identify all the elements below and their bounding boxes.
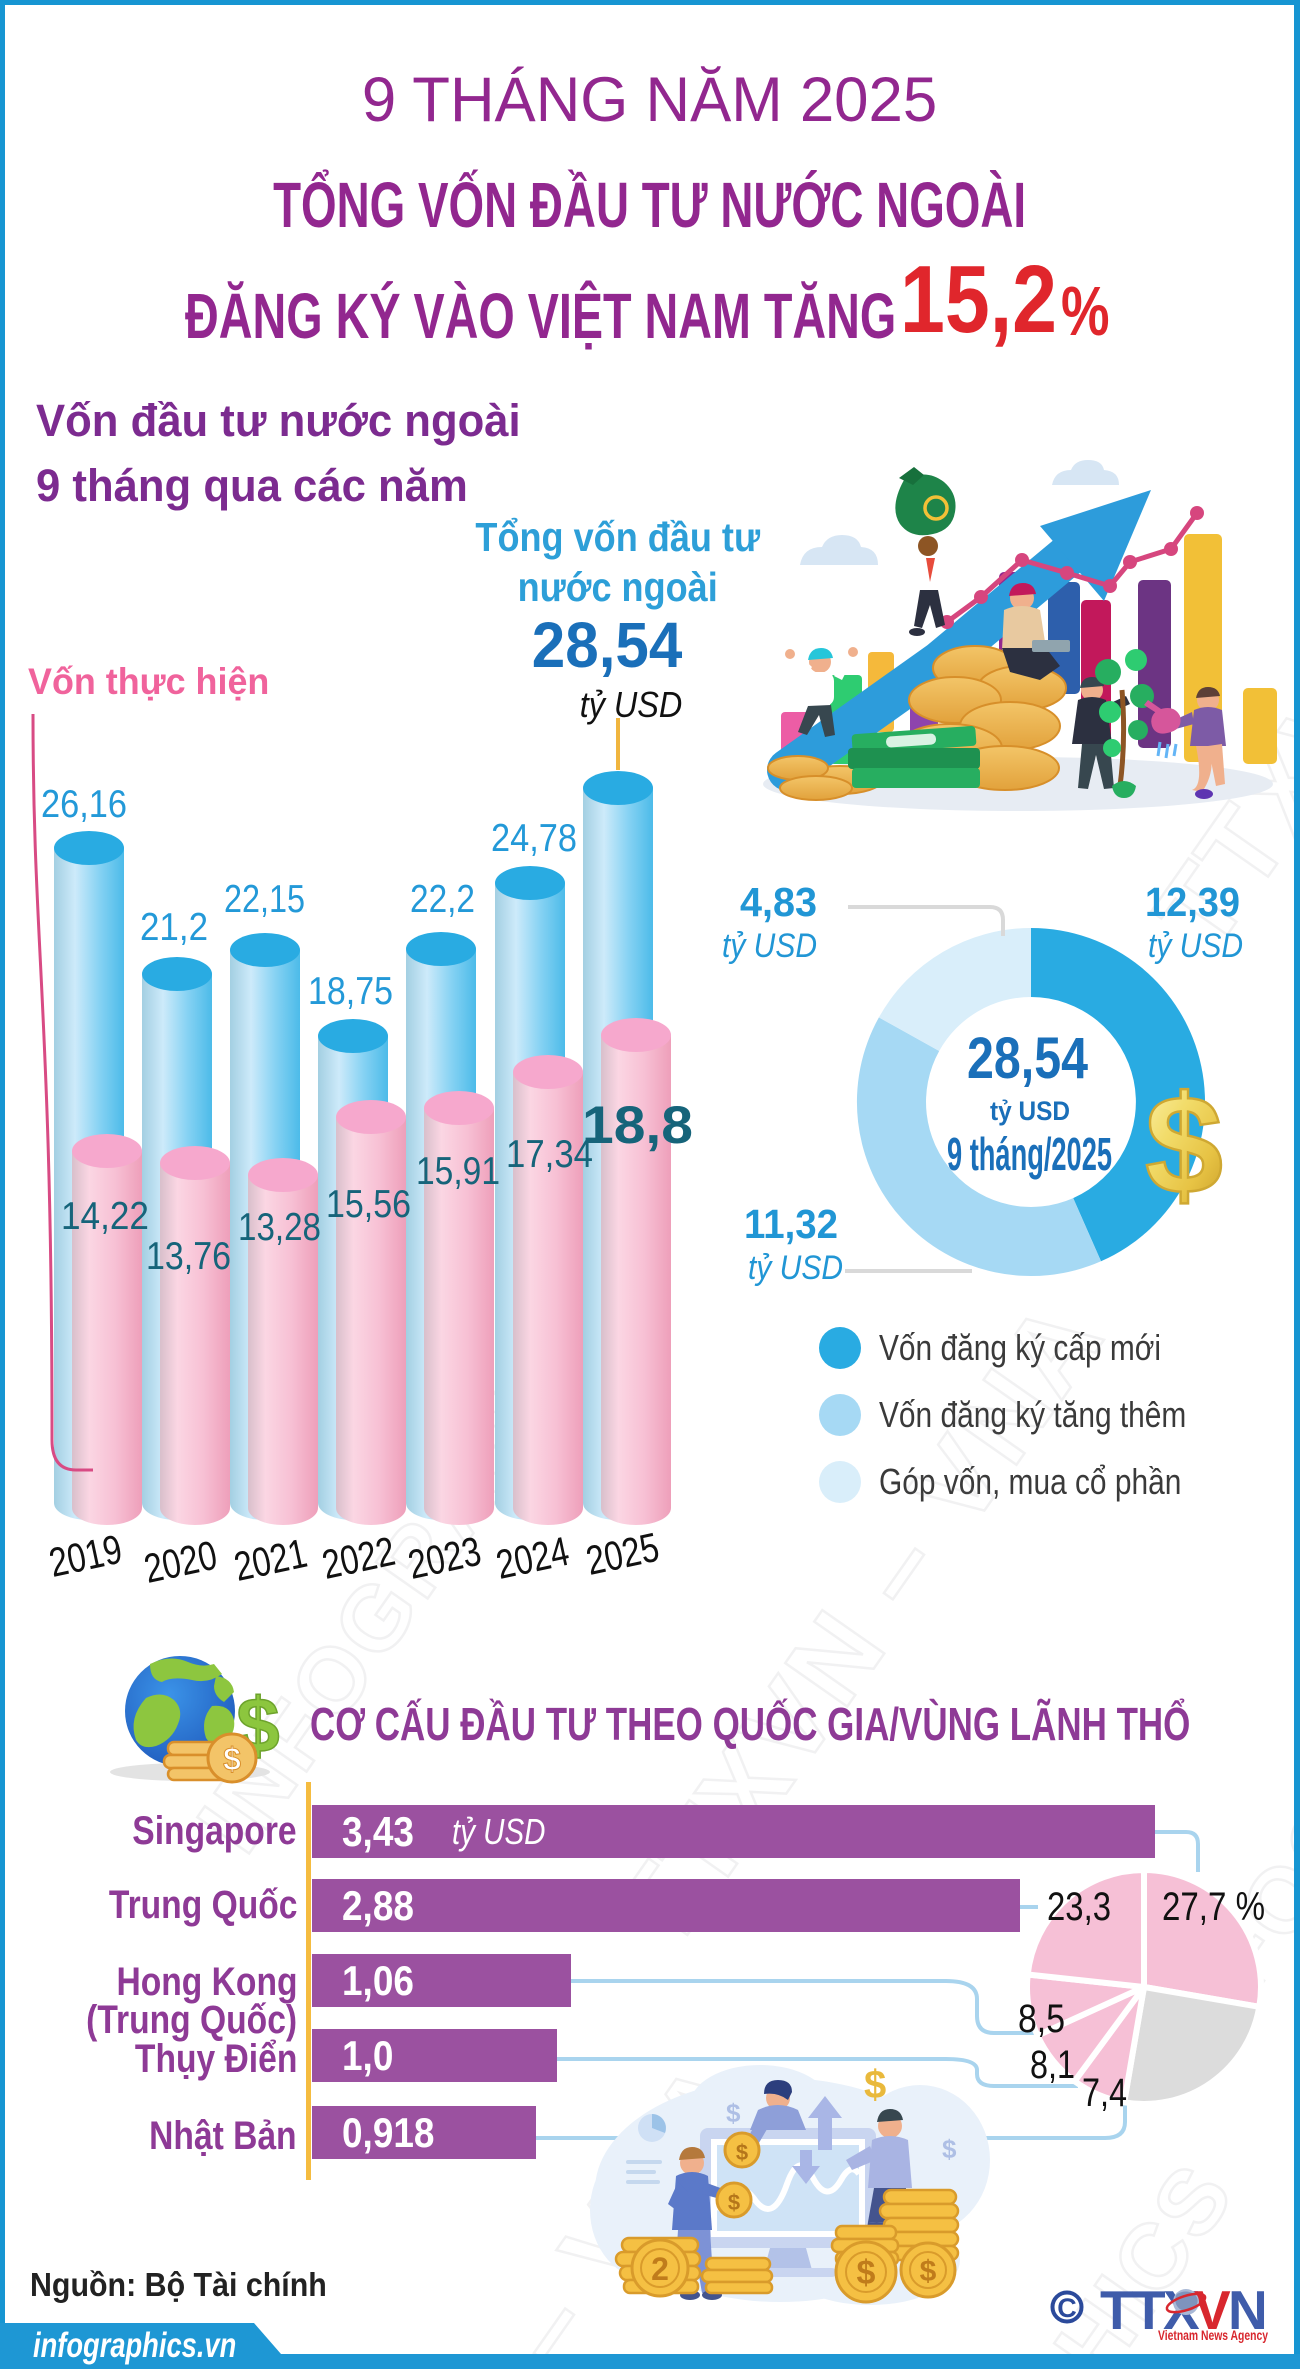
svg-text:$: $ [726,2098,741,2128]
svg-text:24,78: 24,78 [491,817,577,860]
svg-text:C: C [1057,2293,1077,2323]
svg-text:tỷ USD: tỷ USD [990,1096,1070,1126]
svg-text:22,2: 22,2 [410,878,475,921]
svg-text:tỷ USD: tỷ USD [748,1249,843,1287]
svg-text:N: N [1228,2279,1268,2341]
svg-text:tỷ USD: tỷ USD [1148,927,1243,965]
svg-text:$: $ [1145,1066,1223,1223]
svg-text:$: $ [736,2140,748,2165]
svg-text:15,91: 15,91 [416,1150,500,1193]
svg-text:17,34: 17,34 [506,1133,593,1176]
svg-text:tỷ USD: tỷ USD [722,927,817,965]
svg-text:22,15: 22,15 [224,878,305,921]
svg-text:$: $ [236,1681,279,1769]
svg-text:9 tháng/2025: 9 tháng/2025 [947,1128,1112,1180]
svg-text:$: $ [920,2255,937,2288]
svg-text:Vietnam News Agency: Vietnam News Agency [1158,2327,1268,2343]
svg-text:$: $ [942,2134,957,2164]
svg-text:T: T [1132,2279,1166,2341]
svg-text:18,75: 18,75 [308,970,393,1013]
svg-text:V: V [1194,2279,1231,2341]
svg-text:$: $ [223,1741,241,1777]
svg-text:7,4: 7,4 [1082,2071,1127,2115]
svg-text:28,54: 28,54 [967,1026,1088,1091]
svg-text:$: $ [728,2190,740,2215]
svg-text:T: T [1100,2279,1134,2341]
svg-text:12,39: 12,39 [1145,879,1240,925]
svg-text:2: 2 [651,2251,669,2287]
svg-text:27,7 %: 27,7 % [1162,1885,1265,1929]
svg-text:11,32: 11,32 [744,1201,838,1247]
svg-text:8,1: 8,1 [1030,2043,1075,2087]
svg-text:$: $ [864,2063,886,2107]
svg-text:13,28: 13,28 [238,1206,321,1249]
svg-text:$: $ [857,2254,876,2292]
svg-text:26,16: 26,16 [41,783,127,826]
svg-text:4,83: 4,83 [740,879,817,925]
svg-text:8,5: 8,5 [1018,1997,1065,2041]
svg-text:13,76: 13,76 [146,1235,231,1278]
svg-text:18,8: 18,8 [582,1096,693,1155]
svg-text:15,56: 15,56 [326,1183,411,1226]
svg-text:21,2: 21,2 [140,906,208,949]
svg-text:14,22: 14,22 [61,1195,149,1238]
svg-text:23,3: 23,3 [1047,1885,1111,1929]
